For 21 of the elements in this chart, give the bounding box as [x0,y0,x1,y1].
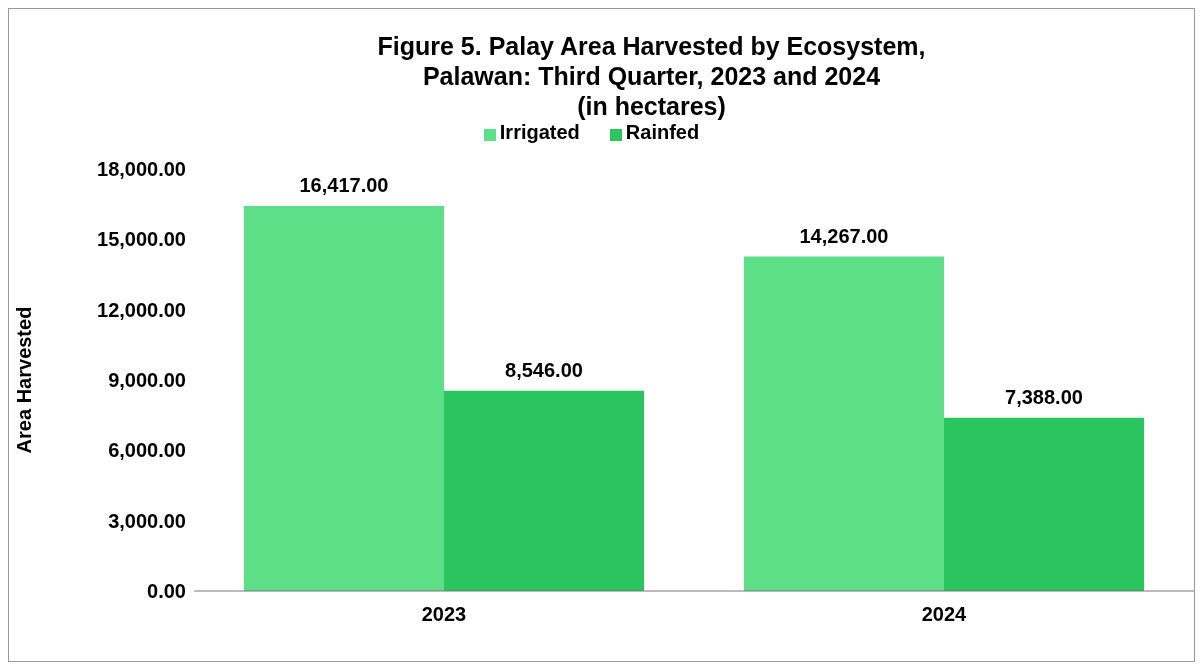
legend-label: Rainfed [625,121,700,143]
x-tick-label: 2024 [921,603,968,626]
bar [744,256,944,591]
y-tick-label: 12,000.00 [97,298,186,321]
data-label: 8,546.00 [505,358,583,381]
data-label: 7,388.00 [1005,385,1083,408]
bar [944,417,1144,591]
data-label: 14,267.00 [799,224,889,247]
y-tick-label: 6,000.00 [108,439,186,462]
bar [244,206,444,591]
y-tick-label: 3,000.00 [108,509,186,532]
bar [444,390,644,591]
x-tick-label: 2023 [421,603,467,626]
chart-title: Figure 5. Palay Area Harvested by Ecosystem, Palawan: Third Quarter, 2023 and 2024 (in hectares) [376,31,927,121]
data-label: 16,417.00 [299,174,389,197]
y-tick-label: 9,000.00 [108,369,186,392]
y-tick-label: 15,000.00 [97,228,186,251]
y-tick-label: 18,000.00 [97,158,186,181]
y-tick-label: 0.00 [147,580,186,603]
y-axis-title: Area Harvested [13,306,36,454]
legend-label: Irrigated [499,121,580,143]
